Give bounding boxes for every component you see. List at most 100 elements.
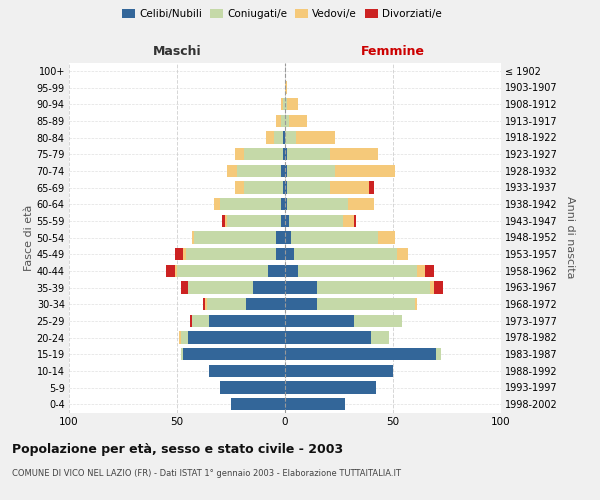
Bar (181, 281, 188, 293)
Bar (205, 298, 207, 310)
Bar (283, 98, 285, 110)
Bar (430, 281, 434, 293)
Bar (220, 381, 285, 394)
Bar (192, 314, 209, 327)
Bar (188, 281, 253, 293)
Bar (285, 381, 376, 394)
Bar (190, 314, 192, 327)
Bar (185, 248, 277, 260)
Bar (289, 214, 343, 227)
Bar (238, 164, 281, 177)
Bar (293, 248, 397, 260)
Bar (415, 298, 417, 310)
Bar (203, 298, 205, 310)
Bar (285, 198, 287, 210)
Bar (281, 98, 283, 110)
Bar (285, 81, 287, 94)
Bar (192, 231, 194, 244)
Bar (209, 364, 285, 377)
Bar (266, 131, 274, 144)
Bar (354, 214, 356, 227)
Bar (181, 348, 184, 360)
Bar (285, 231, 292, 244)
Bar (317, 281, 430, 293)
Bar (246, 298, 285, 310)
Bar (274, 131, 283, 144)
Text: Femmine: Femmine (361, 44, 425, 58)
Bar (298, 264, 417, 277)
Bar (214, 198, 220, 210)
Bar (224, 214, 227, 227)
Bar (223, 214, 224, 227)
Text: COMUNE DI VICO NEL LAZIO (FR) - Dati ISTAT 1° gennaio 2003 - Elaborazione TUTTAI: COMUNE DI VICO NEL LAZIO (FR) - Dati IST… (12, 469, 401, 478)
Bar (227, 214, 281, 227)
Bar (285, 348, 436, 360)
Bar (231, 398, 285, 410)
Bar (283, 131, 285, 144)
Bar (220, 198, 281, 210)
Bar (285, 98, 287, 110)
Bar (175, 248, 184, 260)
Bar (434, 281, 443, 293)
Bar (244, 148, 283, 160)
Bar (425, 264, 434, 277)
Bar (268, 264, 285, 277)
Bar (281, 198, 285, 210)
Bar (285, 164, 287, 177)
Bar (285, 114, 289, 127)
Bar (296, 131, 335, 144)
Bar (335, 164, 395, 177)
Bar (207, 298, 246, 310)
Bar (283, 148, 285, 160)
Bar (285, 131, 296, 144)
Bar (283, 181, 285, 194)
Bar (371, 331, 389, 344)
Bar (417, 264, 425, 277)
Bar (184, 248, 185, 260)
Bar (378, 231, 395, 244)
Bar (194, 231, 277, 244)
Bar (287, 181, 331, 194)
Bar (235, 148, 244, 160)
Bar (397, 248, 408, 260)
Bar (188, 331, 285, 344)
Bar (331, 181, 369, 194)
Bar (166, 264, 175, 277)
Bar (285, 248, 293, 260)
Bar (285, 281, 317, 293)
Bar (227, 164, 238, 177)
Bar (436, 348, 440, 360)
Bar (287, 98, 298, 110)
Bar (343, 214, 354, 227)
Y-axis label: Anni di nascita: Anni di nascita (565, 196, 575, 278)
Bar (285, 181, 287, 194)
Bar (281, 214, 285, 227)
Bar (179, 331, 181, 344)
Bar (177, 264, 268, 277)
Text: Maschi: Maschi (152, 44, 202, 58)
Bar (181, 331, 188, 344)
Bar (369, 181, 374, 194)
Bar (235, 181, 244, 194)
Bar (285, 148, 287, 160)
Bar (285, 331, 371, 344)
Bar (285, 364, 393, 377)
Bar (209, 314, 285, 327)
Bar (287, 148, 331, 160)
Bar (281, 164, 285, 177)
Bar (354, 314, 401, 327)
Bar (281, 114, 285, 127)
Legend: Celibi/Nubili, Coniugati/e, Vedovi/e, Divorziati/e: Celibi/Nubili, Coniugati/e, Vedovi/e, Di… (118, 5, 446, 24)
Bar (253, 281, 285, 293)
Bar (175, 264, 177, 277)
Bar (244, 181, 283, 194)
Bar (277, 231, 285, 244)
Bar (285, 264, 298, 277)
Bar (277, 248, 285, 260)
Bar (285, 314, 354, 327)
Bar (347, 198, 374, 210)
Bar (277, 114, 281, 127)
Y-axis label: Fasce di età: Fasce di età (23, 204, 34, 270)
Bar (285, 298, 317, 310)
Bar (287, 198, 347, 210)
